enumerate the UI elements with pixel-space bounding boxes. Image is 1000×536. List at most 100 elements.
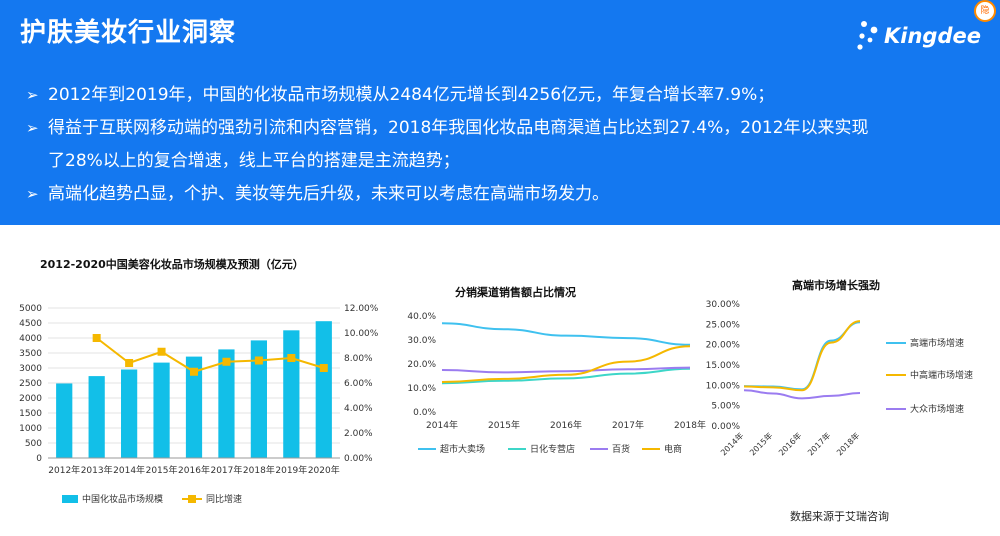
x-tick-label: 2016年 xyxy=(550,419,582,431)
y-tick-label: 1500 xyxy=(19,409,42,419)
y-tick-label: 20.00% xyxy=(706,341,741,351)
arrow-bullet-icon: ➢ xyxy=(26,119,39,137)
series-line xyxy=(743,321,861,391)
bar xyxy=(315,321,332,458)
y2-tick-label: 8.00% xyxy=(344,354,373,364)
x-tick-label: 2015年 xyxy=(747,430,774,457)
series-line-growth xyxy=(96,337,325,373)
y-tick-label: 3500 xyxy=(19,349,42,359)
y-tick-label: 20.0% xyxy=(407,360,436,370)
bullet-item: ➢ 得益于互联网移动端的强劲引流和内容营销，2018年我国化妆品电商渠道占比达到… xyxy=(26,113,966,143)
legend-label: 电商 xyxy=(664,443,682,455)
y2-tick-label: 12.00% xyxy=(344,304,379,314)
legend-label: 日化专营店 xyxy=(530,443,575,455)
x-tick-label: 2019年 xyxy=(275,464,307,476)
y-tick-label: 40.0% xyxy=(407,312,436,322)
bar xyxy=(56,383,73,458)
bullet-item: ➢ 2012年到2019年，中国的化妆品市场规模从2484亿元增长到4256亿元… xyxy=(26,80,966,110)
app-badge-icon[interactable]: 隐 xyxy=(974,0,996,22)
point xyxy=(222,357,231,366)
bar xyxy=(218,349,235,458)
point xyxy=(190,367,198,376)
series-line xyxy=(743,389,861,400)
bar xyxy=(283,330,300,458)
bullet-text: 得益于互联网移动端的强劲引流和内容营销，2018年我国化妆品电商渠道占比达到27… xyxy=(48,118,869,138)
point xyxy=(157,347,166,356)
bullet-list: ➢ 2012年到2019年，中国的化妆品市场规模从2484亿元增长到4256亿元… xyxy=(26,80,966,212)
arrow-bullet-icon: ➢ xyxy=(26,185,39,203)
x-tick-label: 2020年 xyxy=(308,464,340,476)
y-tick-label: 3000 xyxy=(19,364,42,374)
x-tick-label: 2013年 xyxy=(81,464,113,476)
y-tick-label: 4000 xyxy=(19,334,42,344)
x-tick-label: 2018年 xyxy=(834,430,861,457)
y-tick-label: 30.00% xyxy=(706,300,741,310)
series-line xyxy=(441,322,691,346)
y-tick-label: 5000 xyxy=(19,304,42,314)
series-line xyxy=(743,320,861,392)
bullet-text: 了28%以上的复合增速，线上平台的搭建是主流趋势； xyxy=(48,151,460,171)
x-tick-label: 2014年 xyxy=(718,430,745,457)
x-tick-label: 2014年 xyxy=(113,464,145,476)
legend-label: 大众市场增速 xyxy=(910,403,964,415)
legend-label: 百货 xyxy=(612,443,630,455)
kingdee-logo: Kingdee xyxy=(854,16,981,60)
arrow-bullet-icon: ➢ xyxy=(26,86,39,104)
x-tick-label: 2016年 xyxy=(776,430,803,457)
bullet-item-continuation: 了28%以上的复合增速，线上平台的搭建是主流趋势； xyxy=(26,146,966,176)
y2-tick-label: 2.00% xyxy=(344,429,373,439)
x-tick-label: 2014年 xyxy=(426,419,458,431)
y-tick-label: 0.0% xyxy=(413,408,436,418)
header-banner: 护肤美妆行业洞察 Kingdee 隐 ➢ 2012年到2019年，中国的化妆品市… xyxy=(0,0,1000,225)
legend-label: 中国化妆品市场规模 xyxy=(82,493,163,505)
y-tick-label: 10.00% xyxy=(706,381,741,391)
point xyxy=(287,354,296,362)
y-tick-label: 2000 xyxy=(19,394,42,404)
y-tick-label: 25.00% xyxy=(706,320,741,330)
y-tick-label: 5.00% xyxy=(711,402,740,412)
y-tick-label: 10.0% xyxy=(407,384,436,394)
market-size-chart: 0 500 1000 1500 2000 2500 3000 3500 4000 4500 5000… xyxy=(19,304,379,505)
x-tick-label: 2015年 xyxy=(146,464,178,476)
series-line xyxy=(441,345,691,383)
bar xyxy=(185,356,203,458)
legend-label: 同比增速 xyxy=(206,493,242,505)
legend-swatch xyxy=(62,495,78,503)
y2-tick-label: 0.00% xyxy=(344,454,373,464)
y-tick-label: 500 xyxy=(25,439,42,449)
x-tick-label: 2017年 xyxy=(805,430,832,457)
point xyxy=(92,334,101,342)
x-tick-label: 2017年 xyxy=(612,419,644,431)
legend-swatch xyxy=(188,495,196,503)
data-source-note: 数据来源于艾瑞咨询 xyxy=(790,510,889,523)
x-tick-label: 2017年 xyxy=(210,464,242,476)
bullet-text: 高端化趋势凸显，个护、美妆等先后升级，未来可以考虑在高端市场发力。 xyxy=(48,184,609,204)
bar xyxy=(250,340,267,458)
bullet-text: 2012年到2019年，中国的化妆品市场规模从2484亿元增长到4256亿元，年… xyxy=(48,85,775,105)
x-tick-label: 2012年 xyxy=(48,464,80,476)
y-tick-label: 0 xyxy=(36,454,42,464)
y2-tick-label: 6.00% xyxy=(344,379,373,389)
bar xyxy=(121,369,138,458)
market-size-chart-title: 2012-2020中国美容化妆品市场规模及预测（亿元） xyxy=(40,258,304,271)
y-tick-label: 1000 xyxy=(19,424,42,434)
logo-text: Kingdee xyxy=(884,24,981,48)
point xyxy=(319,364,328,372)
x-tick-label: 2016年 xyxy=(178,464,210,476)
y-tick-label: 2500 xyxy=(19,379,42,389)
highend-growth-chart-title: 高端市场增长强劲 xyxy=(792,279,880,292)
point xyxy=(254,356,263,365)
x-tick-label: 2018年 xyxy=(674,419,706,431)
bar xyxy=(153,362,170,458)
legend-label: 高端市场增速 xyxy=(910,337,964,349)
point xyxy=(125,359,134,367)
kingdee-logo-icon xyxy=(857,21,878,50)
y2-tick-label: 10.00% xyxy=(344,329,379,339)
legend-label: 中高端市场增速 xyxy=(910,369,973,381)
y2-tick-label: 4.00% xyxy=(344,404,373,414)
series-line xyxy=(441,366,691,374)
y-tick-label: 4500 xyxy=(19,319,42,329)
channel-share-chart-title: 分销渠道销售额占比情况 xyxy=(455,286,576,299)
y-tick-label: 15.00% xyxy=(706,361,741,371)
bullet-item: ➢ 高端化趋势凸显，个护、美妆等先后升级，未来可以考虑在高端市场发力。 xyxy=(26,179,966,209)
